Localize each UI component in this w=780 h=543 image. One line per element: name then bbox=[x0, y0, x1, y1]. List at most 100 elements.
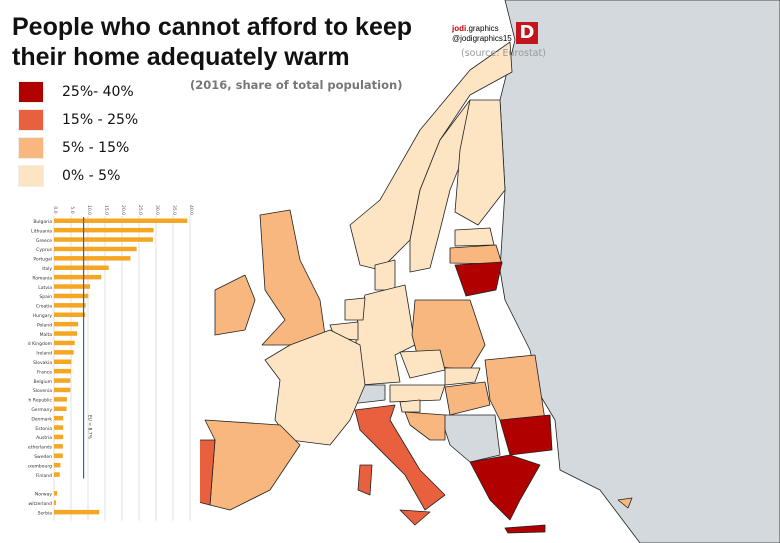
category-label: Finland bbox=[36, 473, 52, 479]
bar bbox=[54, 359, 72, 364]
category-label: Slovenia bbox=[33, 388, 52, 394]
tick-label: 15.0 bbox=[103, 205, 109, 215]
category-label: Lithuania bbox=[31, 228, 52, 234]
tick-label: 30.0 bbox=[154, 205, 160, 215]
france bbox=[264, 329, 366, 446]
tick-label: 0.0 bbox=[52, 206, 58, 213]
ireland bbox=[214, 274, 256, 336]
category-label: Poland bbox=[37, 322, 52, 328]
category-label: Cyprus bbox=[36, 247, 52, 253]
bar bbox=[54, 444, 63, 449]
legend-label: 0% - 5% bbox=[62, 167, 121, 184]
category-label: Hungary bbox=[33, 313, 53, 319]
brand-name-bold: jodi bbox=[452, 24, 467, 33]
category-label: Estonia bbox=[35, 426, 52, 432]
legend-swatch bbox=[18, 136, 44, 159]
bar bbox=[54, 321, 79, 327]
bar bbox=[54, 331, 78, 336]
legend-item: 5% - 15% bbox=[18, 136, 138, 159]
bar bbox=[54, 350, 74, 355]
legend-item: 0% - 5% bbox=[18, 164, 138, 187]
bar bbox=[54, 368, 71, 374]
eu-average-label: EU = 8.7% bbox=[87, 415, 93, 440]
tick-label: 10.0 bbox=[86, 205, 92, 215]
non-eu-east bbox=[499, 0, 780, 543]
legend-item: 15% - 25% bbox=[18, 108, 138, 131]
page-title: People who cannot afford to keep their ho… bbox=[12, 12, 412, 72]
bar bbox=[54, 434, 64, 440]
category-label: Serbia bbox=[38, 510, 53, 516]
bar bbox=[54, 378, 71, 383]
lithuania bbox=[454, 261, 503, 297]
tick-label: 20.0 bbox=[120, 205, 126, 215]
romania bbox=[484, 354, 546, 421]
cyprus bbox=[617, 497, 633, 509]
category-label: Greece bbox=[36, 238, 52, 244]
category-label: Italy bbox=[42, 266, 52, 272]
category-label: Ireland bbox=[36, 351, 52, 357]
brand: jodi.graphics @jodigraphics15 bbox=[452, 24, 512, 44]
category-label: France bbox=[37, 369, 52, 375]
sicily bbox=[399, 509, 431, 526]
legend-label: 5% - 15% bbox=[62, 139, 130, 156]
slovakia bbox=[444, 367, 481, 386]
slovenia bbox=[399, 399, 421, 413]
bar bbox=[54, 491, 58, 496]
czech-republic bbox=[399, 349, 446, 379]
category-label: Austria bbox=[36, 435, 52, 441]
category-label: Bulgaria bbox=[33, 219, 52, 225]
balkans-non-eu bbox=[439, 414, 501, 463]
bar bbox=[54, 293, 89, 299]
bar bbox=[54, 218, 188, 223]
finland bbox=[454, 99, 506, 226]
title-line: their home adequately warm bbox=[12, 43, 350, 71]
category-label: Romania bbox=[32, 275, 52, 281]
greece bbox=[469, 454, 541, 521]
bar bbox=[54, 303, 86, 308]
bar bbox=[54, 340, 75, 346]
category-label: Germany bbox=[31, 407, 52, 413]
netherlands bbox=[344, 297, 366, 321]
category-label: Latvia bbox=[38, 285, 52, 291]
bar bbox=[54, 237, 153, 242]
estonia bbox=[454, 227, 495, 247]
category-label: Switzerland bbox=[28, 501, 52, 507]
bulgaria bbox=[499, 414, 553, 456]
bar bbox=[54, 265, 109, 270]
bar bbox=[54, 406, 67, 411]
tick-label: 35.0 bbox=[171, 205, 177, 215]
bar bbox=[54, 256, 131, 261]
brand-handle: @jodigraphics15 bbox=[452, 34, 512, 43]
croatia bbox=[404, 411, 446, 441]
united-kingdom bbox=[259, 209, 326, 346]
spain bbox=[204, 419, 301, 511]
crete bbox=[504, 524, 546, 534]
austria bbox=[389, 384, 446, 403]
bar bbox=[54, 462, 61, 468]
category-label: Czech Republic bbox=[28, 398, 53, 404]
bar bbox=[54, 246, 137, 252]
sardinia bbox=[357, 464, 373, 496]
legend: 25%- 40% 15% - 25% 5% - 15% 0% - 5% bbox=[18, 80, 138, 192]
legend-item: 25%- 40% bbox=[18, 80, 138, 103]
bar bbox=[54, 227, 154, 233]
category-label: Denmark bbox=[31, 416, 52, 422]
legend-label: 15% - 25% bbox=[62, 111, 139, 128]
bar bbox=[54, 509, 100, 515]
category-label: Netherlands bbox=[28, 445, 53, 451]
bar bbox=[54, 274, 102, 280]
bar-chart: 0.0 5.0 10.0 15.0 20.0 25.0 30.0 35.0 40.0 Bulgar… bbox=[28, 200, 200, 522]
bar bbox=[54, 425, 64, 430]
tick-label: 5.0 bbox=[69, 206, 75, 213]
hungary bbox=[444, 381, 491, 416]
category-label: Portugal bbox=[33, 257, 52, 263]
bar bbox=[54, 284, 91, 289]
denmark bbox=[374, 259, 396, 291]
bar bbox=[54, 415, 64, 421]
bar bbox=[54, 397, 67, 402]
category-label: Norway bbox=[35, 492, 52, 498]
category-label: Malta bbox=[40, 332, 53, 338]
category-label: Sweden bbox=[34, 454, 52, 460]
title-line: People who cannot afford to keep bbox=[12, 13, 413, 41]
category-label: Belgium bbox=[34, 379, 52, 385]
